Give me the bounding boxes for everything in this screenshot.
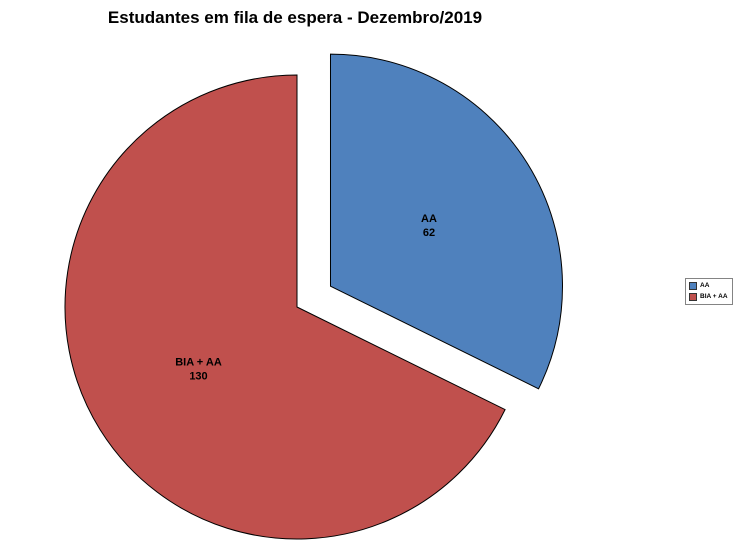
legend-label-bia-aa: BIA + AA bbox=[700, 292, 728, 300]
chart-legend: AA BIA + AA bbox=[685, 278, 733, 305]
slice-label-name: AA bbox=[421, 213, 437, 225]
slice-label-value: 130 bbox=[189, 370, 207, 382]
legend-swatch-bia-aa-icon bbox=[689, 293, 697, 301]
pie-slice-aa bbox=[329, 53, 563, 390]
pie-slice-bia-aa bbox=[64, 74, 506, 540]
legend-label-aa: AA bbox=[700, 281, 710, 289]
chart-title: Estudantes em fila de espera - Dezembro/… bbox=[107, 8, 483, 27]
legend-item-aa: AA bbox=[689, 282, 728, 290]
slice-label-name: BIA + AA bbox=[175, 356, 222, 368]
legend-item-bia-aa: BIA + AA bbox=[689, 293, 728, 301]
legend-swatch-aa-icon bbox=[689, 282, 697, 290]
slice-label-value: 62 bbox=[423, 227, 435, 239]
